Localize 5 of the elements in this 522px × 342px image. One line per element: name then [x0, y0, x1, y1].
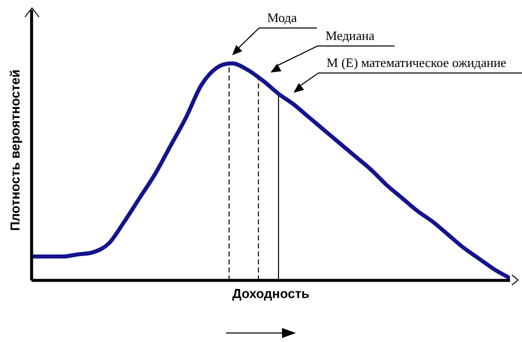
text: Медиана [325, 28, 375, 43]
annotation: М (Е) математическое ожидание [326, 55, 507, 70]
y-axis-title: Плотность вероятностей [7, 70, 22, 231]
text: Мода [267, 10, 298, 25]
x-axis-title: Доходность [232, 286, 310, 301]
